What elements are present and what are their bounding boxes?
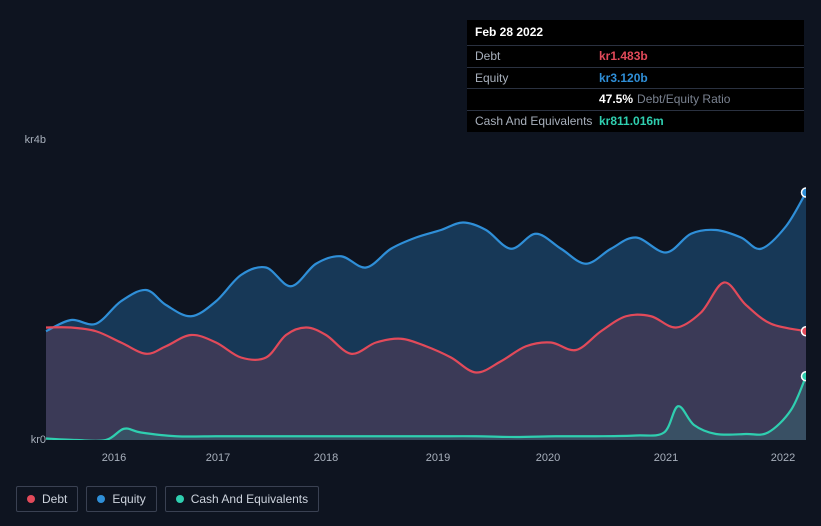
legend-item-debt[interactable]: Debt — [16, 486, 78, 512]
chart-plot — [16, 140, 806, 440]
tooltip-value: kr1.483b — [599, 48, 648, 65]
series-end-marker — [802, 372, 807, 381]
legend-label: Equity — [112, 492, 145, 506]
legend-dot — [176, 495, 184, 503]
tooltip-row: Debtkr1.483b — [467, 46, 804, 68]
tooltip-value: 47.5% — [599, 91, 633, 108]
x-axis-tick: 2019 — [426, 452, 450, 464]
legend-item-equity[interactable]: Equity — [86, 486, 156, 512]
series-end-marker — [802, 327, 807, 336]
x-axis-tick: 2022 — [771, 452, 795, 464]
legend-dot — [97, 495, 105, 503]
tooltip-label — [475, 91, 599, 108]
legend-item-cash-and-equivalents[interactable]: Cash And Equivalents — [165, 486, 319, 512]
tooltip-row: Equitykr3.120b — [467, 68, 804, 90]
tooltip-value: kr3.120b — [599, 70, 648, 87]
legend-dot — [27, 495, 35, 503]
chart-tooltip: Feb 28 2022 Debtkr1.483bEquitykr3.120b47… — [467, 20, 804, 132]
x-axis-tick: 2016 — [102, 452, 126, 464]
tooltip-label: Equity — [475, 70, 599, 87]
tooltip-label: Debt — [475, 48, 599, 65]
tooltip-suffix: Debt/Equity Ratio — [637, 91, 730, 108]
tooltip-date: Feb 28 2022 — [467, 20, 804, 46]
x-axis-tick: 2017 — [206, 452, 230, 464]
x-axis-tick: 2020 — [536, 452, 560, 464]
tooltip-row: 47.5%Debt/Equity Ratio — [467, 89, 804, 111]
x-axis-tick: 2018 — [314, 452, 338, 464]
series-end-marker — [802, 188, 807, 197]
legend-label: Debt — [42, 492, 67, 506]
x-axis-tick: 2021 — [654, 452, 678, 464]
legend: Debt Equity Cash And Equivalents — [16, 486, 319, 512]
chart-container: kr0kr4b 2016201720182019202020212022 — [16, 120, 806, 510]
legend-label: Cash And Equivalents — [191, 492, 308, 506]
